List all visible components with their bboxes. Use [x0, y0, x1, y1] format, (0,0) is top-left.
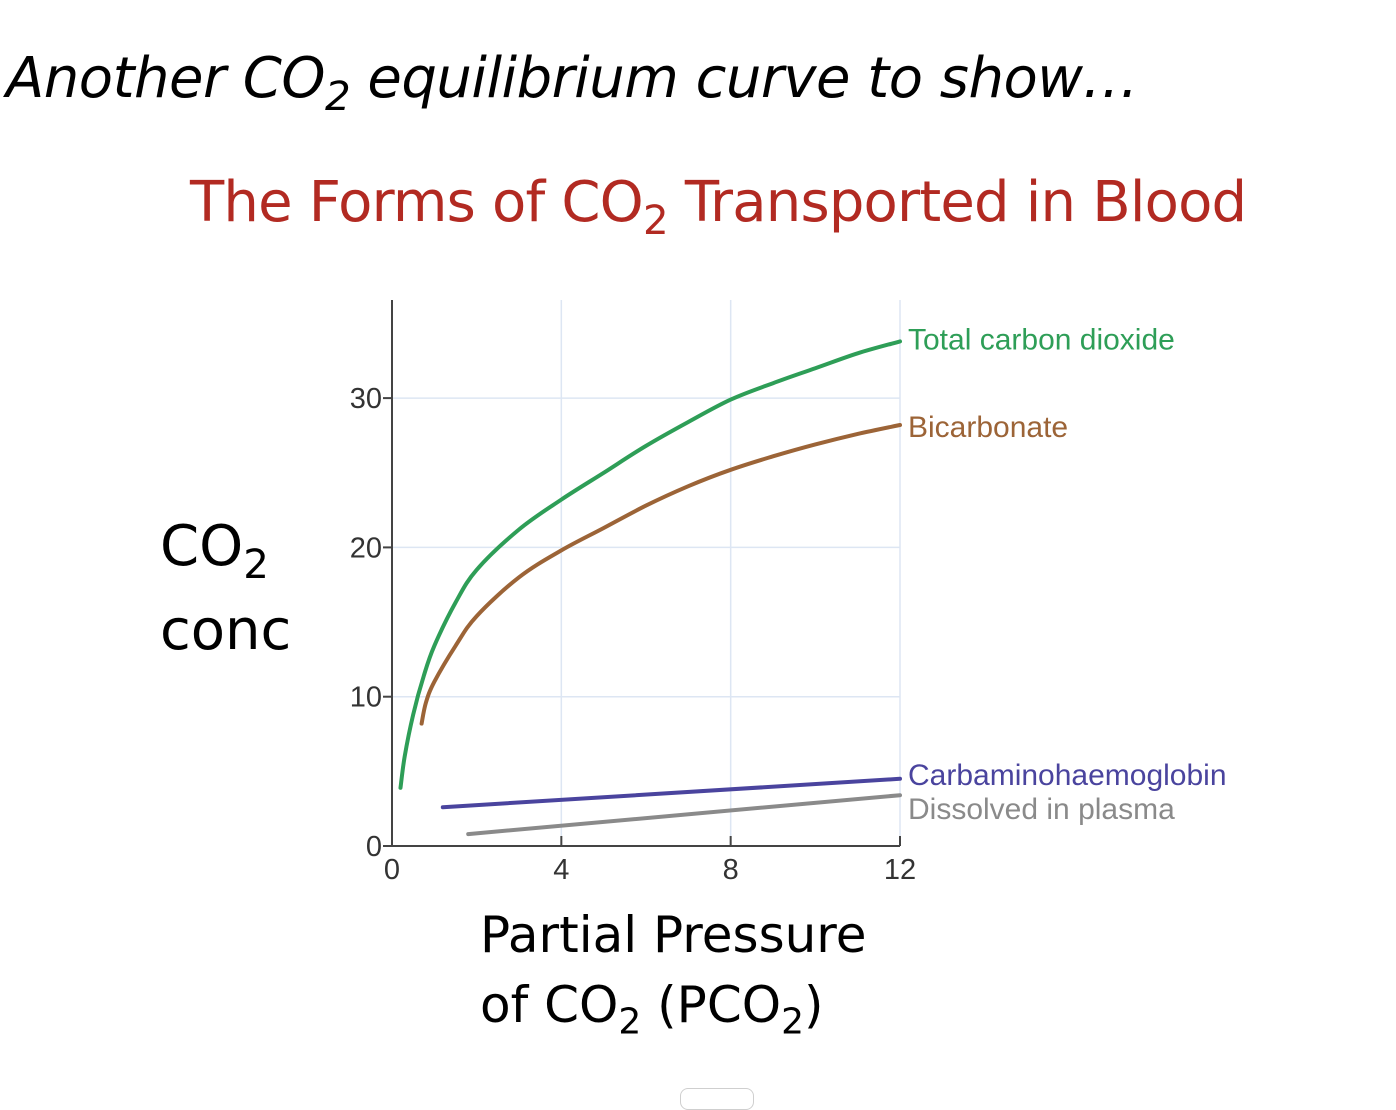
series-label-carbaminohaemoglobin: Carbaminohaemoglobin [908, 759, 1227, 792]
series-line-total-carbon-dioxide [398, 339, 902, 790]
series-line-bicarbonate [419, 423, 902, 726]
chart-title: The Forms of CO2 Transported in Blood [190, 170, 1247, 244]
series-line-dissolved-in-plasma [466, 793, 902, 837]
series-label-dissolved-in-plasma: Dissolved in plasma [908, 793, 1175, 826]
y-tick-label-10: 10 [350, 682, 382, 714]
series-label-bicarbonate: Bicarbonate [908, 411, 1068, 444]
y-tick-label-30: 30 [350, 383, 382, 415]
y-tick-label-0: 0 [366, 831, 382, 863]
slide-nav-tab[interactable] [680, 1088, 754, 1110]
x-tick-label-12: 12 [884, 854, 916, 886]
x-tick-label-0: 0 [384, 854, 400, 886]
x-tick-label-4: 4 [553, 854, 569, 886]
slide-headline: Another CO2 equilibrium curve to show… [6, 46, 1139, 120]
y-axis-label: CO2 conc [160, 514, 292, 663]
series-label-total-carbon-dioxide: Total carbon dioxide [908, 323, 1175, 356]
x-axis-label: Partial Pressure of CO2 (PCO2) [480, 906, 867, 1043]
y-tick-label-20: 20 [350, 532, 382, 564]
x-tick-label-8: 8 [723, 854, 739, 886]
series-line-carbaminohaemoglobin [440, 776, 902, 810]
